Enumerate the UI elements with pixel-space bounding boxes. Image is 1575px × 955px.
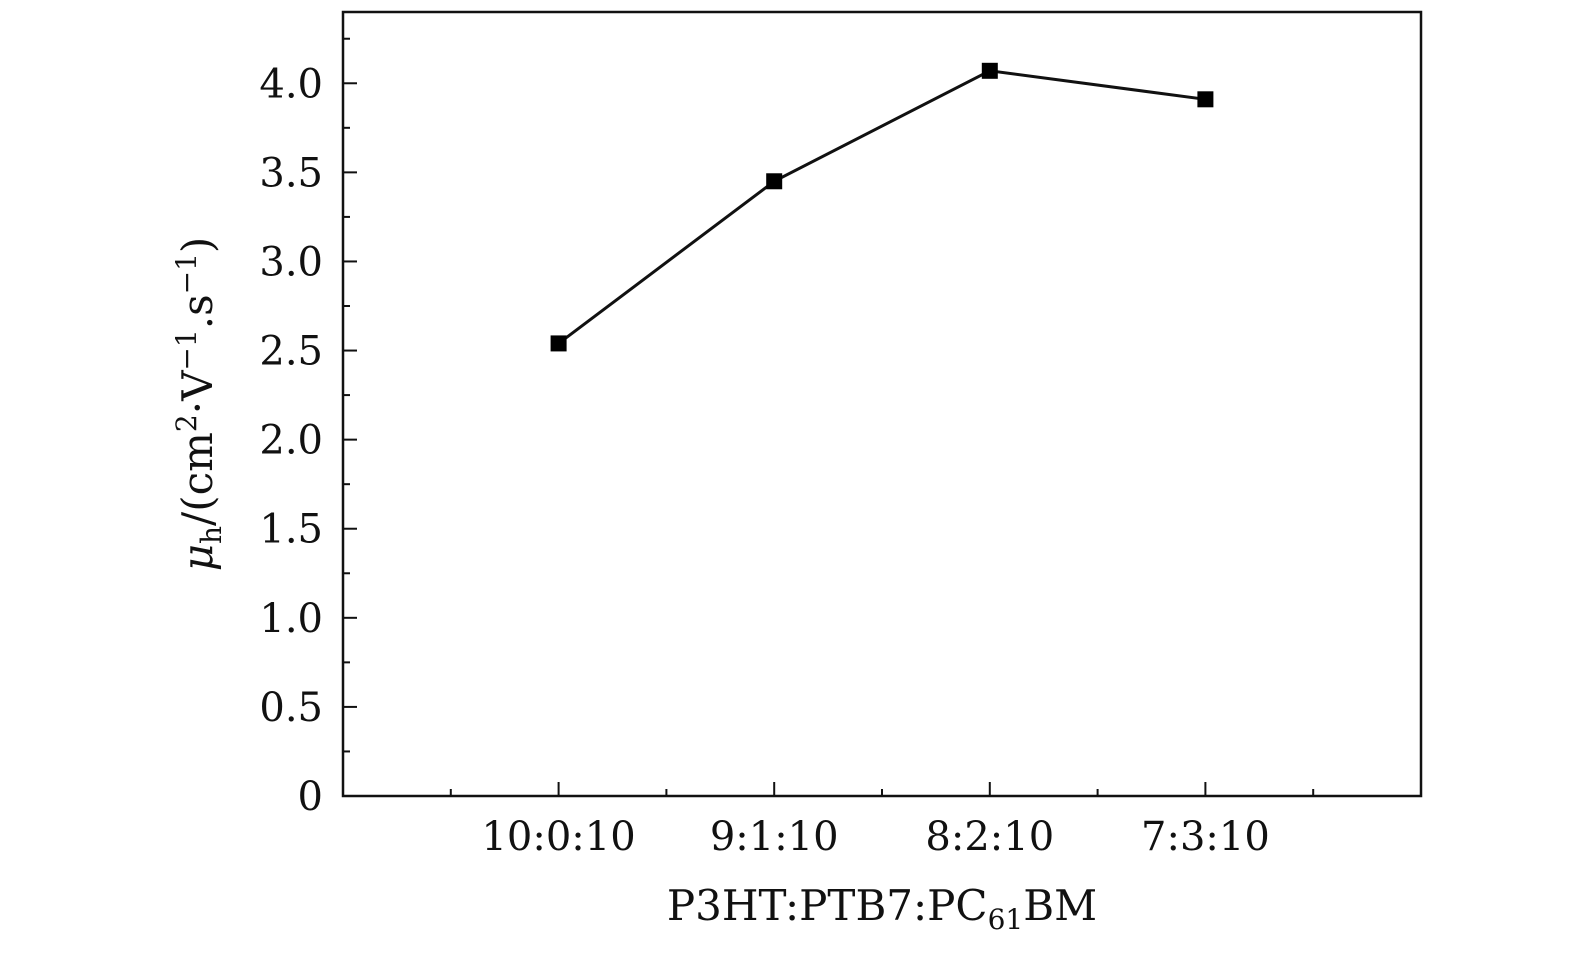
y-axis-title: μh/(cm2·V−1.s−1) — [170, 237, 228, 572]
y-tick-label: 1.5 — [259, 507, 323, 553]
y-tick-label: 1.0 — [259, 596, 323, 642]
x-axis: 10:0:10 9:1:10 8:2:10 7:3:10 — [449, 782, 1315, 860]
plot-frame — [341, 10, 1423, 798]
y-tick-label: 0 — [298, 774, 323, 820]
y-axis: 0 0.5 1.0 1.5 2.0 2.5 3.0 3.5 4.0 — [259, 37, 357, 820]
y-tick-label: 3.5 — [259, 150, 323, 196]
x-tick-label: 7:3:10 — [1141, 814, 1270, 860]
y-tick-label: 2.5 — [259, 329, 323, 375]
series-group — [550, 62, 1214, 352]
y-tick-label: 4.0 — [259, 61, 323, 107]
data-point — [766, 173, 783, 190]
y-tick-label: 3.0 — [259, 239, 323, 285]
y-tick-label: 2.0 — [259, 418, 323, 464]
x-tick-label: 9:1:10 — [710, 814, 839, 860]
x-tick-label: 10:0:10 — [481, 814, 635, 860]
y-tick-label: 0.5 — [259, 685, 323, 731]
series-line — [557, 69, 1206, 345]
x-axis-title: P3HT:PTB7:PC61BM — [667, 881, 1097, 936]
data-point — [981, 62, 998, 79]
data-point — [550, 335, 567, 352]
x-tick-label: 8:2:10 — [925, 814, 1054, 860]
data-point — [1197, 91, 1214, 108]
